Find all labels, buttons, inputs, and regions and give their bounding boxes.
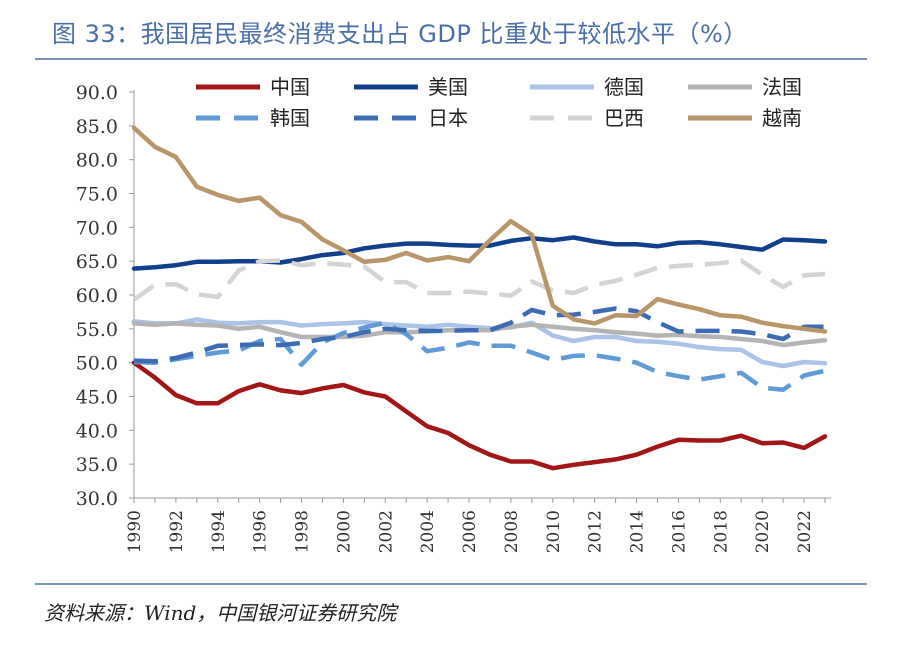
series-line-1 bbox=[131, 360, 828, 471]
source-rule bbox=[35, 583, 867, 585]
y-tick-label: 35.0 bbox=[76, 454, 118, 476]
title-rule bbox=[35, 58, 867, 60]
x-tick-label: 2002 bbox=[376, 510, 396, 553]
y-tick-label: 40.0 bbox=[76, 420, 118, 442]
x-tick-label: 2014 bbox=[628, 510, 648, 553]
y-axis: 90.0 85.0 80.0 75.0 70.0 65.0 60.0 55.0 50.0 45.0… bbox=[76, 82, 135, 510]
legend-item: 中国 bbox=[196, 75, 310, 99]
legend-label: 法国 bbox=[762, 75, 802, 99]
legend-item: 美国 bbox=[354, 75, 468, 99]
y-tick-label: 50.0 bbox=[76, 353, 118, 375]
legend-item: 巴西 bbox=[530, 106, 644, 130]
x-tick-label: 2018 bbox=[711, 510, 731, 553]
legend-label: 日本 bbox=[428, 106, 468, 130]
figure-title: 图 33：我国居民最终消费支出占 GDP 比重处于较低水平（%） bbox=[52, 20, 748, 48]
y-tick-label: 55.0 bbox=[76, 319, 118, 341]
legend-label: 韩国 bbox=[270, 106, 310, 130]
x-tick-label: 1996 bbox=[251, 510, 271, 553]
legend-label: 中国 bbox=[270, 75, 310, 99]
legend-item: 韩国 bbox=[196, 106, 310, 130]
series-line-5 bbox=[133, 320, 826, 392]
y-tick-label: 75.0 bbox=[76, 184, 118, 206]
legend-item: 法国 bbox=[688, 75, 802, 99]
series-line-7 bbox=[132, 258, 826, 302]
legend-item: 日本 bbox=[354, 106, 468, 130]
y-tick-label: 60.0 bbox=[76, 285, 118, 307]
legend-label: 巴西 bbox=[604, 106, 644, 130]
y-tick-label: 30.0 bbox=[76, 488, 118, 510]
x-tick-label: 2000 bbox=[334, 510, 354, 553]
series-line-2 bbox=[131, 235, 828, 271]
x-tick-label: 1994 bbox=[209, 510, 229, 553]
x-tick-label: 2016 bbox=[669, 510, 689, 553]
x-axis: 1990 1992 1994 1996 1998 2000 2002 2004 2006 2008… bbox=[125, 497, 831, 553]
x-tick-label: 2010 bbox=[544, 510, 564, 553]
x-tick-label: 2006 bbox=[460, 510, 480, 553]
series-line-4 bbox=[131, 321, 828, 348]
x-tick-label: 2022 bbox=[795, 510, 815, 553]
x-tick-label: 1992 bbox=[167, 510, 187, 553]
legend-label: 越南 bbox=[762, 106, 802, 130]
x-tick-label: 2008 bbox=[502, 510, 522, 553]
x-tick-label: 2020 bbox=[753, 510, 773, 553]
legend-item: 越南 bbox=[688, 106, 802, 130]
legend-item: 德国 bbox=[530, 75, 644, 99]
x-tick-label: 2012 bbox=[586, 510, 606, 553]
y-tick-label: 45.0 bbox=[76, 387, 118, 409]
series-line-6 bbox=[133, 306, 825, 364]
x-tick-label: 1990 bbox=[125, 510, 145, 553]
y-tick-label: 70.0 bbox=[76, 217, 118, 239]
x-tick-label: 2004 bbox=[418, 510, 438, 553]
x-tick-label: 1998 bbox=[293, 510, 313, 553]
series-line-8 bbox=[131, 125, 828, 334]
y-tick-label: 85.0 bbox=[76, 116, 118, 138]
y-tick-label: 90.0 bbox=[76, 82, 118, 104]
legend-label: 美国 bbox=[428, 75, 468, 99]
plot-area bbox=[131, 125, 828, 471]
series-line-3 bbox=[131, 317, 828, 369]
source-note: 资料来源：Wind，中国银河证券研究院 bbox=[44, 601, 397, 625]
legend-label: 德国 bbox=[604, 75, 644, 99]
y-tick-label: 65.0 bbox=[76, 251, 118, 273]
y-tick-label: 80.0 bbox=[76, 150, 118, 172]
